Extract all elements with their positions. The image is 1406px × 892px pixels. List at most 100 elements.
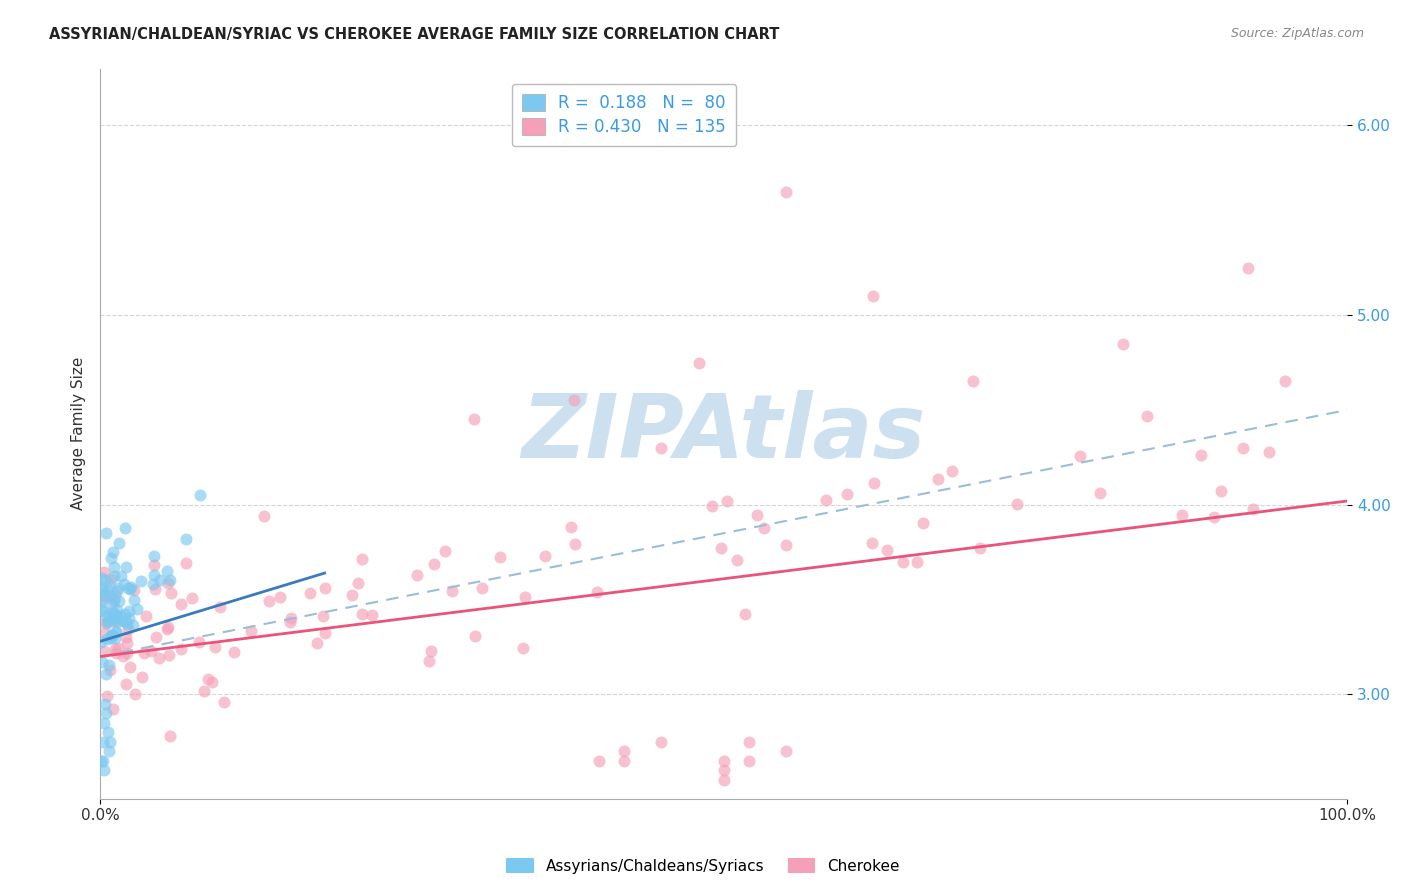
Point <box>91 587 114 601</box>
Point <box>107 581 129 595</box>
Point <box>90 602 112 616</box>
Point <box>197 673 219 687</box>
Point <box>862 475 884 490</box>
Point <box>512 640 534 655</box>
Point <box>120 580 142 594</box>
Point <box>145 630 167 644</box>
Point <box>103 569 125 583</box>
Point <box>108 594 131 608</box>
Point <box>1236 260 1258 275</box>
Point <box>1241 501 1264 516</box>
Point <box>115 676 138 690</box>
Point <box>1136 409 1159 423</box>
Point <box>93 715 115 730</box>
Point <box>650 735 672 749</box>
Point <box>157 648 180 663</box>
Point <box>93 644 115 658</box>
Point <box>862 289 884 303</box>
Point <box>489 550 512 565</box>
Point <box>562 393 585 408</box>
Point <box>112 576 135 591</box>
Point <box>103 594 125 608</box>
Point <box>115 560 138 574</box>
Point <box>463 412 485 426</box>
Point <box>713 754 735 768</box>
Point <box>110 609 132 624</box>
Point <box>713 764 735 778</box>
Point <box>775 744 797 758</box>
Point <box>688 355 710 369</box>
Point <box>1007 497 1029 511</box>
Point <box>117 581 139 595</box>
Point <box>738 735 761 749</box>
Point <box>193 683 215 698</box>
Point <box>101 545 124 559</box>
Point <box>170 597 193 611</box>
Point <box>905 555 928 569</box>
Point <box>311 609 333 624</box>
Point <box>434 543 457 558</box>
Point <box>143 549 166 563</box>
Point <box>280 611 302 625</box>
Point <box>115 617 138 632</box>
Point <box>222 645 245 659</box>
Point <box>814 492 837 507</box>
Point <box>93 589 115 603</box>
Point <box>104 615 127 629</box>
Point <box>423 557 446 571</box>
Point <box>91 582 114 597</box>
Point <box>174 532 197 546</box>
Point <box>105 613 128 627</box>
Point <box>716 494 738 508</box>
Point <box>1069 449 1091 463</box>
Point <box>94 609 117 624</box>
Point <box>239 624 262 638</box>
Point <box>101 610 124 624</box>
Point <box>305 636 328 650</box>
Point <box>117 622 139 636</box>
Point <box>201 674 224 689</box>
Point <box>101 607 124 622</box>
Point <box>347 575 370 590</box>
Point <box>725 553 748 567</box>
Point <box>96 632 118 646</box>
Point <box>156 565 179 579</box>
Point <box>93 565 115 579</box>
Point <box>157 620 180 634</box>
Point <box>111 649 134 664</box>
Point <box>710 541 733 555</box>
Point <box>101 605 124 619</box>
Point <box>860 536 883 550</box>
Point <box>912 516 935 531</box>
Point <box>299 586 322 600</box>
Point <box>125 602 148 616</box>
Point <box>352 551 374 566</box>
Point <box>129 574 152 589</box>
Point <box>94 626 117 640</box>
Point <box>160 586 183 600</box>
Point <box>613 744 636 758</box>
Text: ZIPAtlas: ZIPAtlas <box>522 390 927 477</box>
Point <box>471 581 494 595</box>
Point <box>90 595 112 609</box>
Point <box>98 590 121 604</box>
Point <box>534 549 557 563</box>
Point <box>91 604 114 618</box>
Point <box>115 630 138 644</box>
Point <box>143 568 166 582</box>
Point <box>97 725 120 739</box>
Point <box>107 640 129 655</box>
Point <box>111 614 134 628</box>
Point <box>118 611 141 625</box>
Point <box>962 375 984 389</box>
Point <box>124 687 146 701</box>
Point <box>441 583 464 598</box>
Point <box>90 635 112 649</box>
Point <box>314 582 336 596</box>
Point <box>98 735 121 749</box>
Point <box>360 607 382 622</box>
Legend: R =  0.188   N =  80, R = 0.430   N = 135: R = 0.188 N = 80, R = 0.430 N = 135 <box>512 84 737 146</box>
Point <box>1189 448 1212 462</box>
Point <box>176 556 198 570</box>
Point <box>97 615 120 629</box>
